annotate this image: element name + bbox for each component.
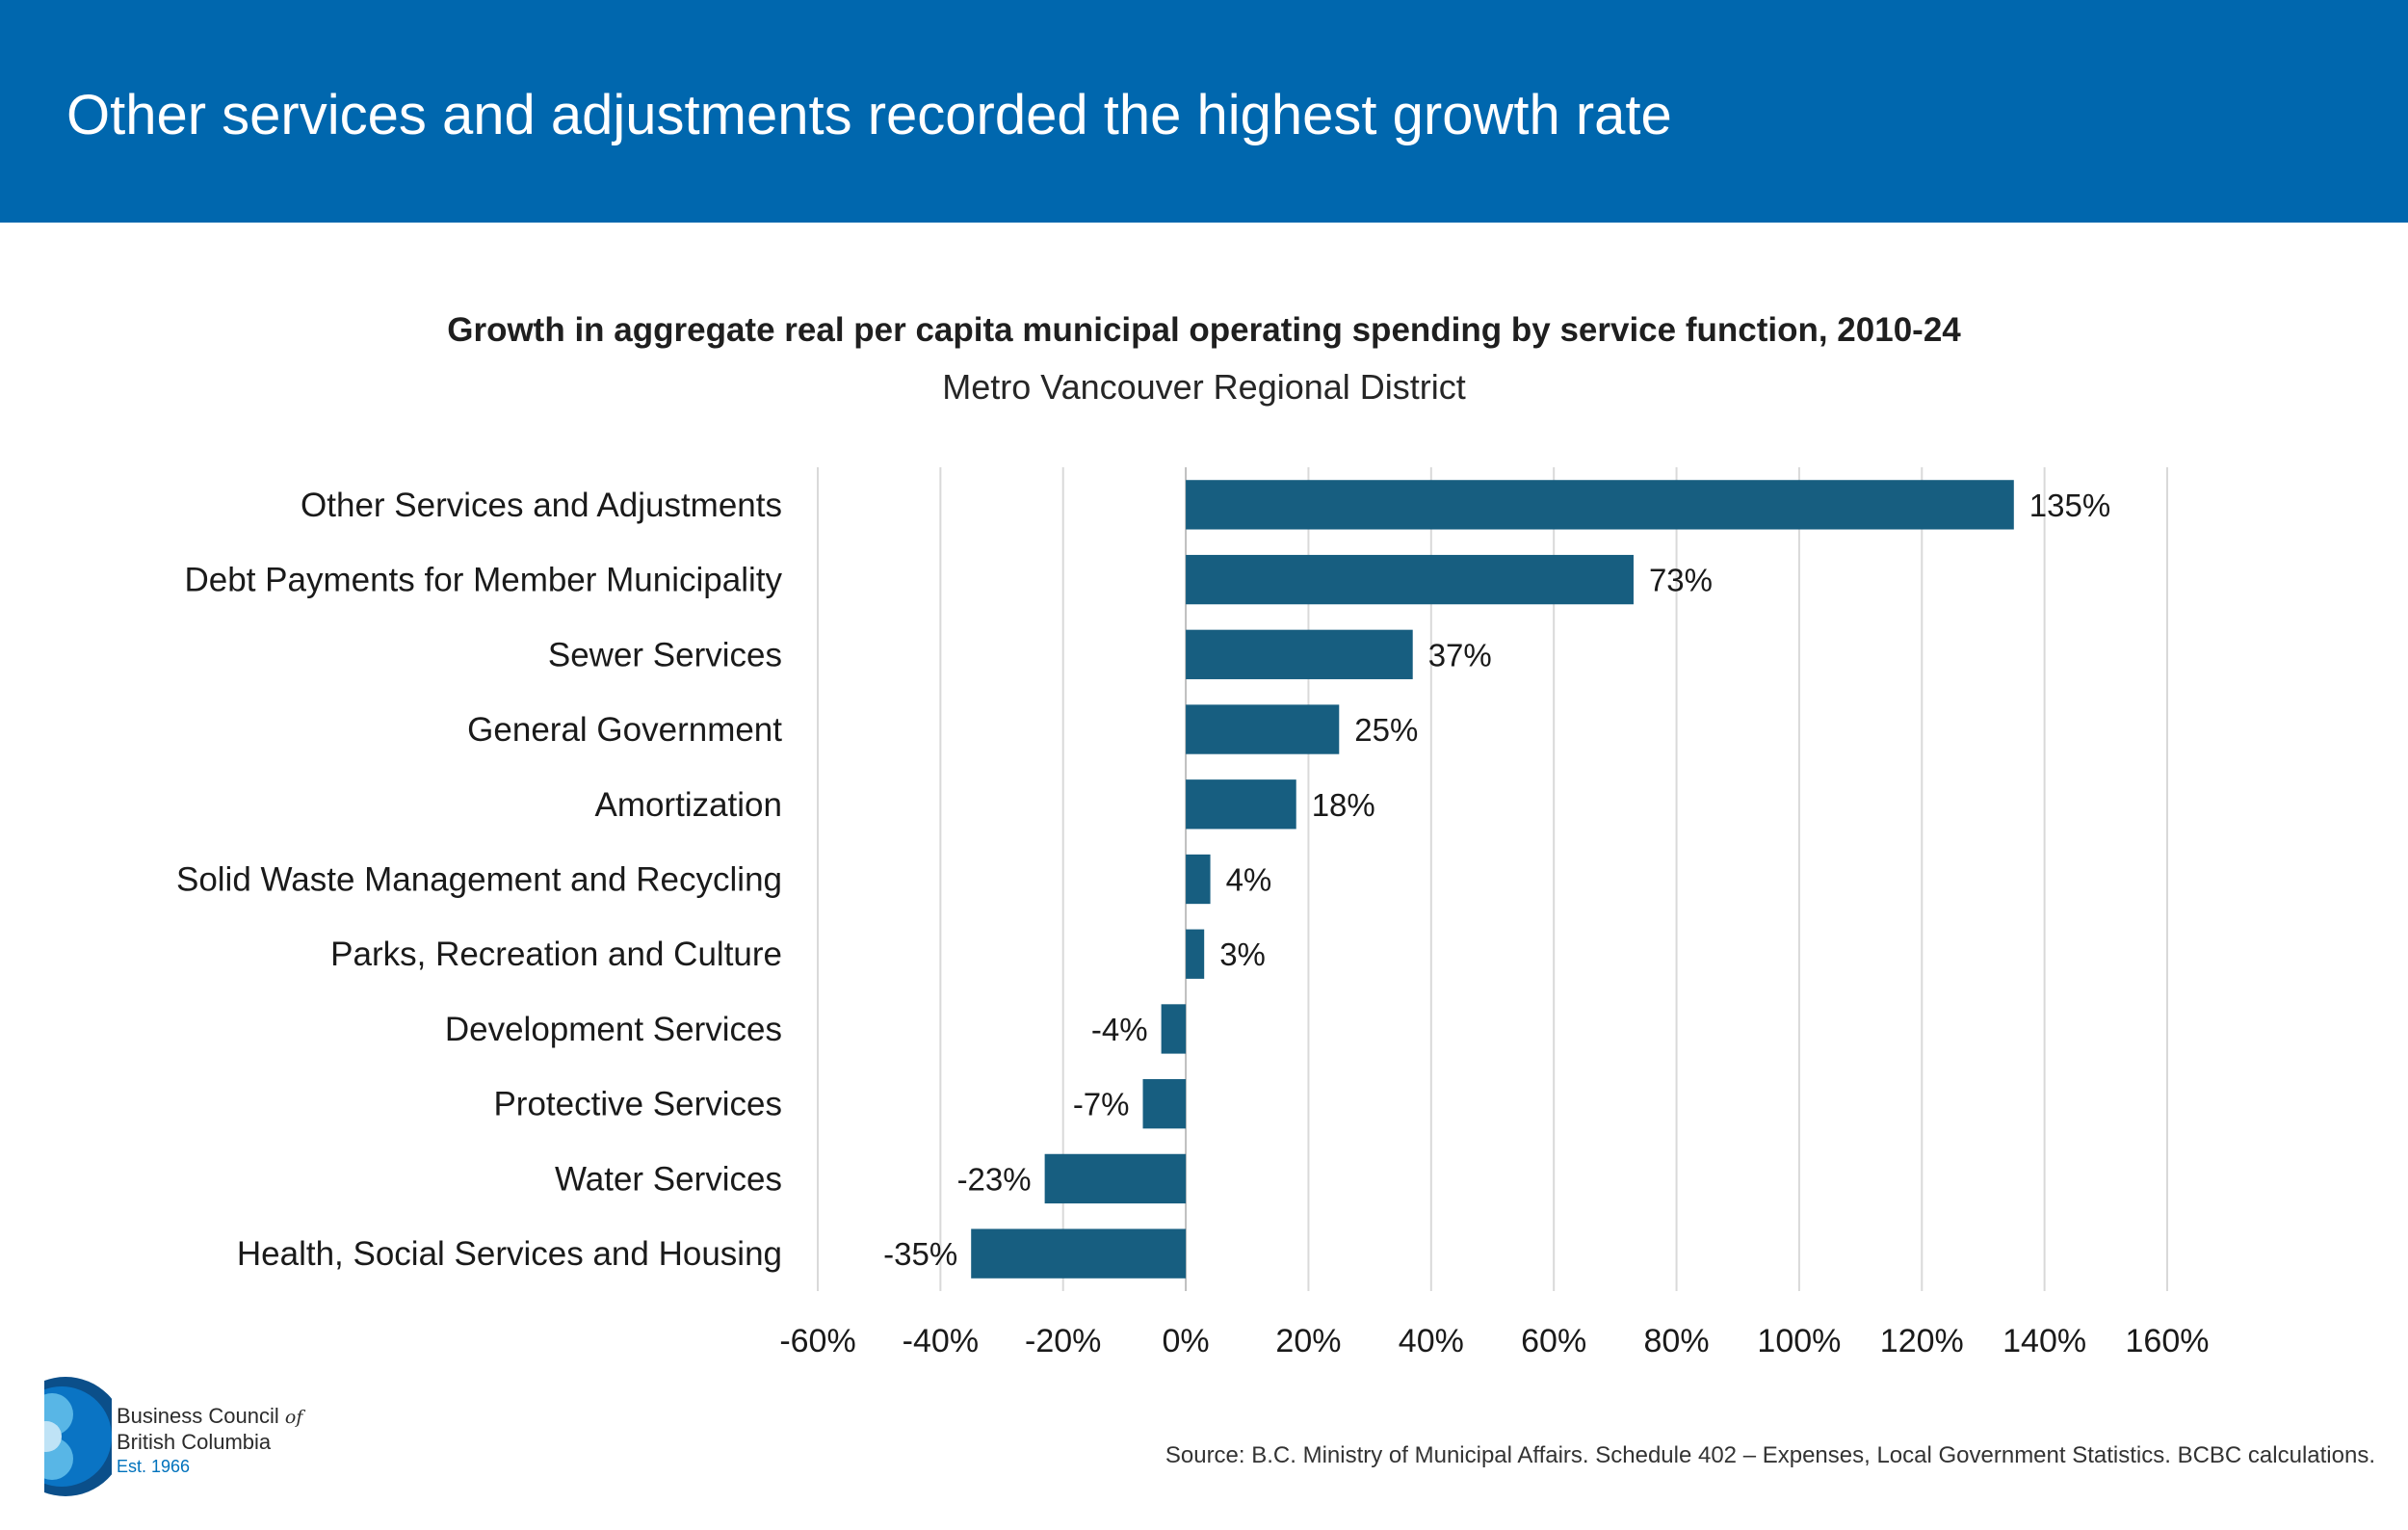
bar [1161,1004,1187,1054]
bar [1186,629,1413,679]
logo-text-line1: Business Council of [117,1404,303,1428]
x-tick-label: 140% [2002,1323,2086,1359]
data-label: -7% [1073,1087,1130,1122]
category-label: Health, Social Services and Housing [237,1235,782,1273]
x-tick-label: -40% [903,1323,979,1359]
x-tick-label: 60% [1521,1323,1586,1359]
logo-text-line2: British Columbia [117,1430,272,1454]
data-label: 135% [2029,488,2110,523]
logo-est: Est. 1966 [117,1457,191,1476]
x-tick-label: 20% [1275,1323,1341,1359]
category-label: Water Services [555,1160,782,1198]
data-label: 4% [1226,862,1272,898]
category-label: General Government [467,711,782,749]
bar-chart: Other Services and Adjustments Debt Payme… [176,467,2209,1359]
chart-title: Growth in aggregate real per capita muni… [447,311,1961,349]
bar [1044,1153,1187,1204]
bar [1186,704,1340,754]
bar [971,1228,1187,1279]
data-labels: 135% 73% 37% 25% 18% 4% 3% -4% -7% -23% -35% [883,488,2110,1272]
data-label: -35% [883,1236,957,1272]
x-axis-tick-labels: -60% -40% -20% 0% 20% 40% 60% 80% 100% 120% 140% 16… [779,1323,2209,1359]
bar [1186,779,1296,830]
category-label: Parks, Recreation and Culture [330,936,782,973]
x-tick-label: 160% [2126,1323,2210,1359]
x-tick-label: -60% [779,1323,855,1359]
data-label: 3% [1219,936,1266,972]
data-label: 73% [1649,563,1713,598]
bar [1186,929,1205,979]
data-label: -4% [1091,1012,1148,1047]
x-tick-label: 120% [1880,1323,1964,1359]
category-label: Amortization [594,786,782,824]
data-label: -23% [957,1161,1032,1197]
category-label: Debt Payments for Member Municipality [185,562,783,599]
x-tick-label: 40% [1399,1323,1464,1359]
data-label: 37% [1428,637,1492,673]
x-tick-label: 0% [1163,1323,1210,1359]
page-title: Other services and adjustments recorded … [66,84,1672,146]
category-label: Solid Waste Management and Recycling [176,861,782,899]
bar [1142,1079,1187,1129]
bar [1186,480,2014,530]
category-label: Sewer Services [548,636,782,673]
category-label: Protective Services [493,1086,782,1123]
grid-lines [817,467,2168,1291]
x-tick-label: 80% [1644,1323,1710,1359]
header-banner: Other services and adjustments recorded … [0,0,2408,223]
source-note: Source: B.C. Ministry of Municipal Affai… [1165,1442,2375,1468]
bar [1186,854,1211,905]
category-label: Other Services and Adjustments [301,487,782,524]
data-label: 18% [1312,787,1375,823]
x-tick-label: 100% [1757,1323,1841,1359]
logo-mark-icon [44,1377,112,1496]
category-labels: Other Services and Adjustments Debt Payme… [176,487,783,1273]
bcbc-logo: Business Council of British Columbia Est… [44,1376,333,1501]
x-tick-label: -20% [1025,1323,1101,1359]
bars [971,480,2014,1279]
category-label: Development Services [445,1011,782,1048]
chart-subtitle: Metro Vancouver Regional District [942,367,1466,407]
data-label: 25% [1354,712,1418,748]
bar [1186,554,1634,605]
